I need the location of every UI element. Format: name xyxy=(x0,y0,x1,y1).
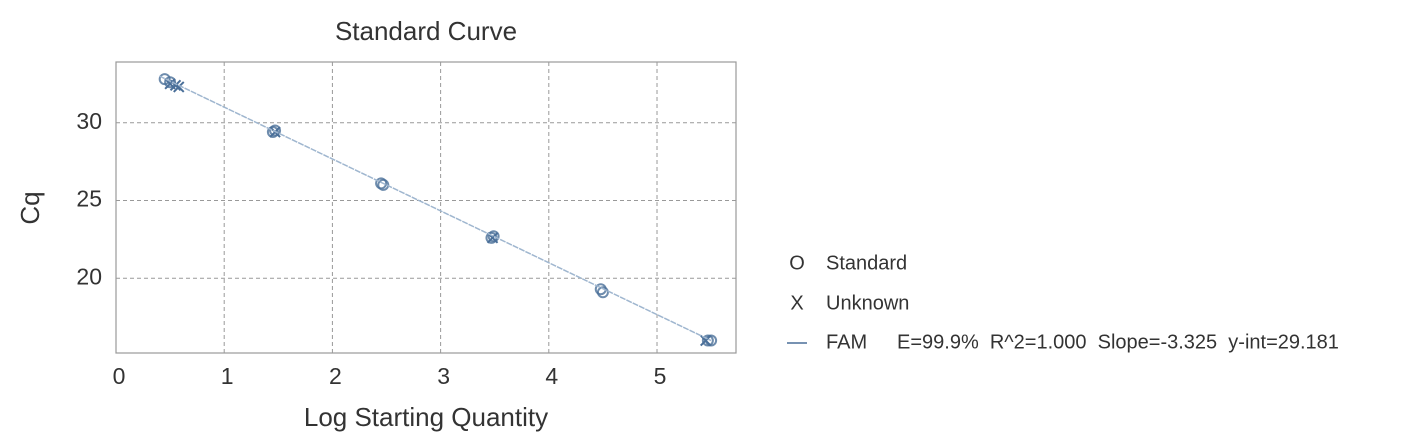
standard-point xyxy=(266,126,279,139)
legend-label: Standard xyxy=(826,252,907,274)
standard-point xyxy=(596,286,609,299)
legend-label: FAM xyxy=(826,331,867,353)
y-tick-label: 20 xyxy=(76,263,102,289)
y-axis-label: Cq xyxy=(15,191,45,224)
standard-point xyxy=(377,178,390,191)
legend-annotation: E=99.9% R^2=1.000 Slope=-3.325 y-int=29.… xyxy=(897,331,1339,353)
plot-frame xyxy=(115,61,737,354)
x-tick-label: 2 xyxy=(329,363,342,389)
chart-title: Standard Curve xyxy=(335,16,517,46)
standard-point xyxy=(375,177,388,190)
y-tick-label: 30 xyxy=(76,108,102,134)
x-tick-label: 4 xyxy=(545,363,558,389)
x-tick-label: 1 xyxy=(221,363,234,389)
legend-marker: O xyxy=(789,252,805,274)
legend-marker: X xyxy=(790,292,803,314)
x-axis-label: Log Starting Quantity xyxy=(304,402,548,432)
x-tick-label: 0 xyxy=(113,363,126,389)
fit-line xyxy=(158,75,712,342)
x-tick-label: 3 xyxy=(437,363,450,389)
standard-point xyxy=(269,124,282,137)
legend-label: Unknown xyxy=(826,292,909,314)
y-tick-label: 25 xyxy=(76,186,102,212)
standard-point xyxy=(594,283,607,296)
x-tick-label: 5 xyxy=(654,363,667,389)
standard-point xyxy=(487,230,500,243)
unknown-point xyxy=(699,334,712,347)
